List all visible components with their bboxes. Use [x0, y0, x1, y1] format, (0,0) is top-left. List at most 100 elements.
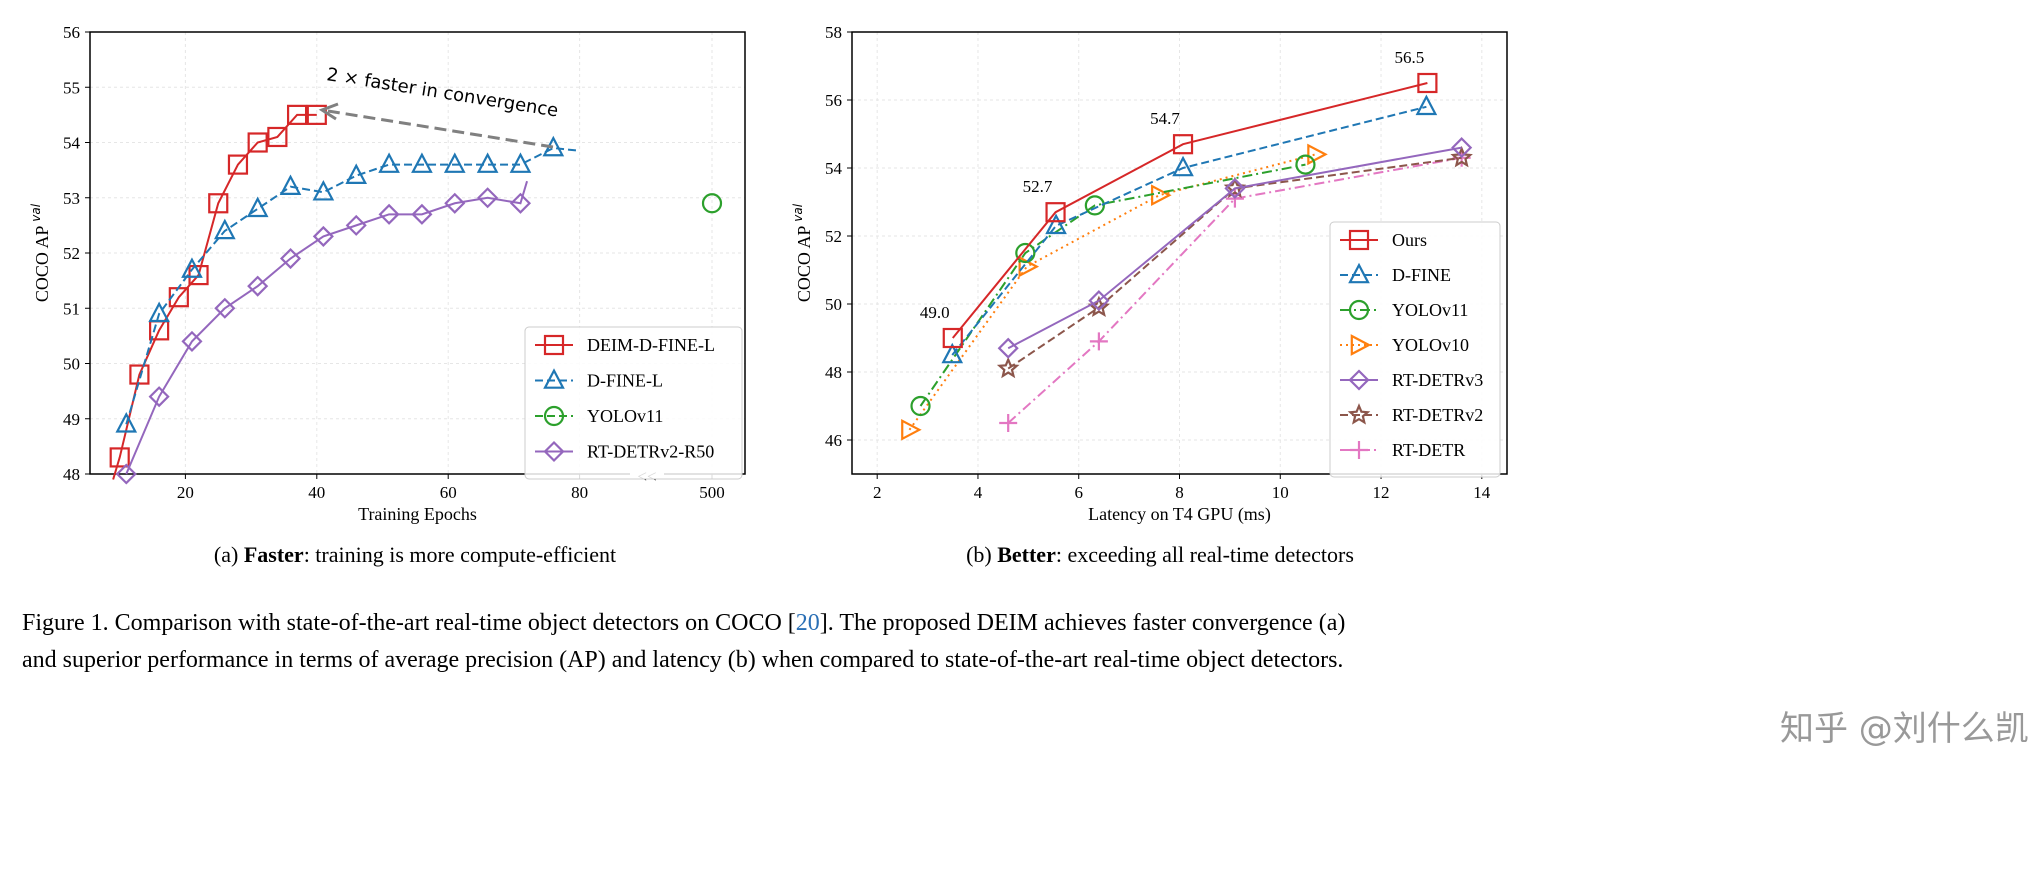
series-line-Ours — [951, 82, 1428, 339]
chart-b-latency: 2 4 6 8 10 12 144648505254565849.052.754.756.5… — [791, 23, 1508, 525]
data-point-DEIM-D-FINE-L — [247, 132, 268, 153]
data-point-Ours — [1417, 72, 1438, 94]
y-tick-label: 52 — [63, 244, 80, 263]
legend-label: YOLOv11 — [1392, 300, 1468, 320]
data-point-RT-DETRv2-R50 — [444, 192, 466, 214]
legend-marker-diamond — [1348, 369, 1370, 391]
legend-label: YOLOv11 — [587, 406, 663, 426]
data-point-RT-DETRv3 — [1451, 137, 1473, 159]
arrow-head-icon — [318, 102, 339, 121]
watermark: 知乎 @刘什么凯 — [1780, 709, 2029, 749]
data-point-DEIM-D-FINE-L — [267, 126, 288, 148]
data-point-D-FINE-L — [115, 412, 138, 433]
x-tick-label: 40 — [308, 483, 325, 502]
data-point-D-FINE-L — [213, 218, 236, 240]
y-tick-label: 52 — [825, 227, 842, 246]
data-point-D-FINE-L — [378, 152, 400, 173]
caption-b: (b) Better: exceeding all real-time dete… — [966, 542, 1354, 567]
data-point-D-FINE-L — [411, 152, 433, 173]
data-point-D-FINE-L — [443, 152, 466, 173]
data-point-D-FINE — [1415, 94, 1438, 116]
convergence-arrow — [327, 109, 554, 149]
series-line-YOLOv10 — [908, 153, 1316, 431]
x-tick-label: 12 — [1373, 483, 1390, 502]
x-tick-label: 2 — [873, 483, 882, 502]
y-tick-label: 49 — [63, 410, 80, 429]
data-label: 54.7 — [1150, 109, 1180, 128]
legend-label: RT-DETRv2 — [1392, 405, 1483, 425]
data-point-DEIM-D-FINE-L — [306, 104, 327, 125]
data-point-D-FINE-L — [246, 196, 269, 218]
data-label: 52.7 — [1023, 177, 1053, 196]
data-point-RT-DETRv2-R50 — [148, 386, 170, 408]
citation-link[interactable]: 20 — [796, 610, 820, 636]
y-tick-label: 48 — [825, 363, 842, 382]
data-point-Ours — [1172, 134, 1194, 155]
y-tick-label: 50 — [63, 355, 80, 374]
figure-caption-line2: and superior performance in terms of ave… — [22, 647, 1343, 673]
y-tick-label: 50 — [825, 295, 842, 314]
legend-label: RT-DETRv2-R50 — [587, 442, 714, 462]
legend-marker-triangle — [543, 368, 565, 389]
data-point-D-FINE-L — [509, 152, 532, 173]
data-point-RT-DETRv2 — [1450, 145, 1473, 168]
legend-label: RT-DETRv3 — [1392, 370, 1483, 390]
data-point-D-FINE-L — [476, 152, 499, 173]
data-point-RT-DETRv2-R50 — [214, 297, 236, 319]
y-tick-label: 51 — [63, 299, 80, 318]
x-tick-label: 60 — [440, 483, 457, 502]
legend-marker-triangle — [1348, 262, 1370, 284]
data-point-RT-DETRv2-R50 — [181, 330, 203, 352]
data-point-RT-DETRv2-R50 — [247, 275, 269, 297]
legend-label: YOLOv10 — [1392, 335, 1469, 355]
x-tick-label: 80 — [571, 483, 588, 502]
data-point-D-FINE-L — [279, 174, 302, 195]
data-point-RT-DETRv3 — [1224, 177, 1246, 199]
data-point-YOLOv10 — [1151, 184, 1172, 207]
x-tick-label: 8 — [1175, 483, 1184, 502]
series-line-RT-DETRv3 — [1007, 146, 1462, 350]
data-point-RT-DETRv2-R50 — [411, 203, 433, 225]
data-point-D-FINE-L — [345, 163, 368, 184]
annotation-text: 2 × faster in convergence — [325, 64, 560, 121]
x-tick-label: 4 — [974, 483, 983, 502]
plot-frame — [851, 31, 1508, 475]
data-point-RT-DETRv2-R50 — [509, 192, 532, 214]
series-line-DEIM-D-FINE-L — [112, 113, 317, 480]
y-tick-label: 46 — [825, 431, 842, 450]
data-point-YOLOv11 — [1295, 154, 1316, 175]
legend-label: RT-DETR — [1392, 440, 1465, 460]
data-point-RT-DETRv3 — [1088, 290, 1110, 312]
legend-marker-circle — [1348, 299, 1370, 321]
legend-label: D-FINE-L — [587, 371, 663, 391]
legend-marker-star — [1347, 403, 1371, 425]
x-tick-label: 500 — [699, 483, 725, 502]
series-line-YOLOv11 — [919, 163, 1306, 407]
legend-marker-square — [1348, 229, 1370, 251]
legend — [1329, 221, 1501, 478]
legend-label: Ours — [1392, 230, 1427, 250]
data-point-D-FINE-L — [312, 179, 335, 201]
y-tick-label: 56 — [63, 23, 80, 42]
data-point-RT-DETRv2-R50 — [345, 214, 367, 236]
y-tick-label: 55 — [63, 78, 80, 97]
x-tick-label: 14 — [1473, 483, 1491, 502]
data-point-YOLOv11 — [910, 395, 931, 417]
data-point-D-FINE — [1045, 213, 1067, 235]
data-point-DEIM-D-FINE-L — [109, 447, 130, 468]
data-point-DEIM-D-FINE-L — [286, 104, 308, 125]
y-tick-label: 58 — [825, 23, 842, 42]
y-tick-label: 53 — [63, 189, 80, 208]
x-axis-label: Latency on T4 GPU (ms) — [1088, 504, 1271, 525]
plot-frame — [89, 31, 746, 475]
data-point-RT-DETRv2-R50 — [477, 187, 499, 209]
data-point-RT-DETRv2-R50 — [279, 247, 302, 270]
legend-label: DEIM-D-FINE-L — [587, 335, 715, 355]
data-point-YOLOv10 — [901, 418, 922, 441]
caption-a: (a) Faster: training is more compute-eff… — [214, 542, 616, 567]
legend-marker-triangle-right — [1350, 334, 1372, 356]
series-line-D-FINE-L — [125, 146, 580, 425]
data-point-YOLOv11 — [1084, 195, 1105, 216]
